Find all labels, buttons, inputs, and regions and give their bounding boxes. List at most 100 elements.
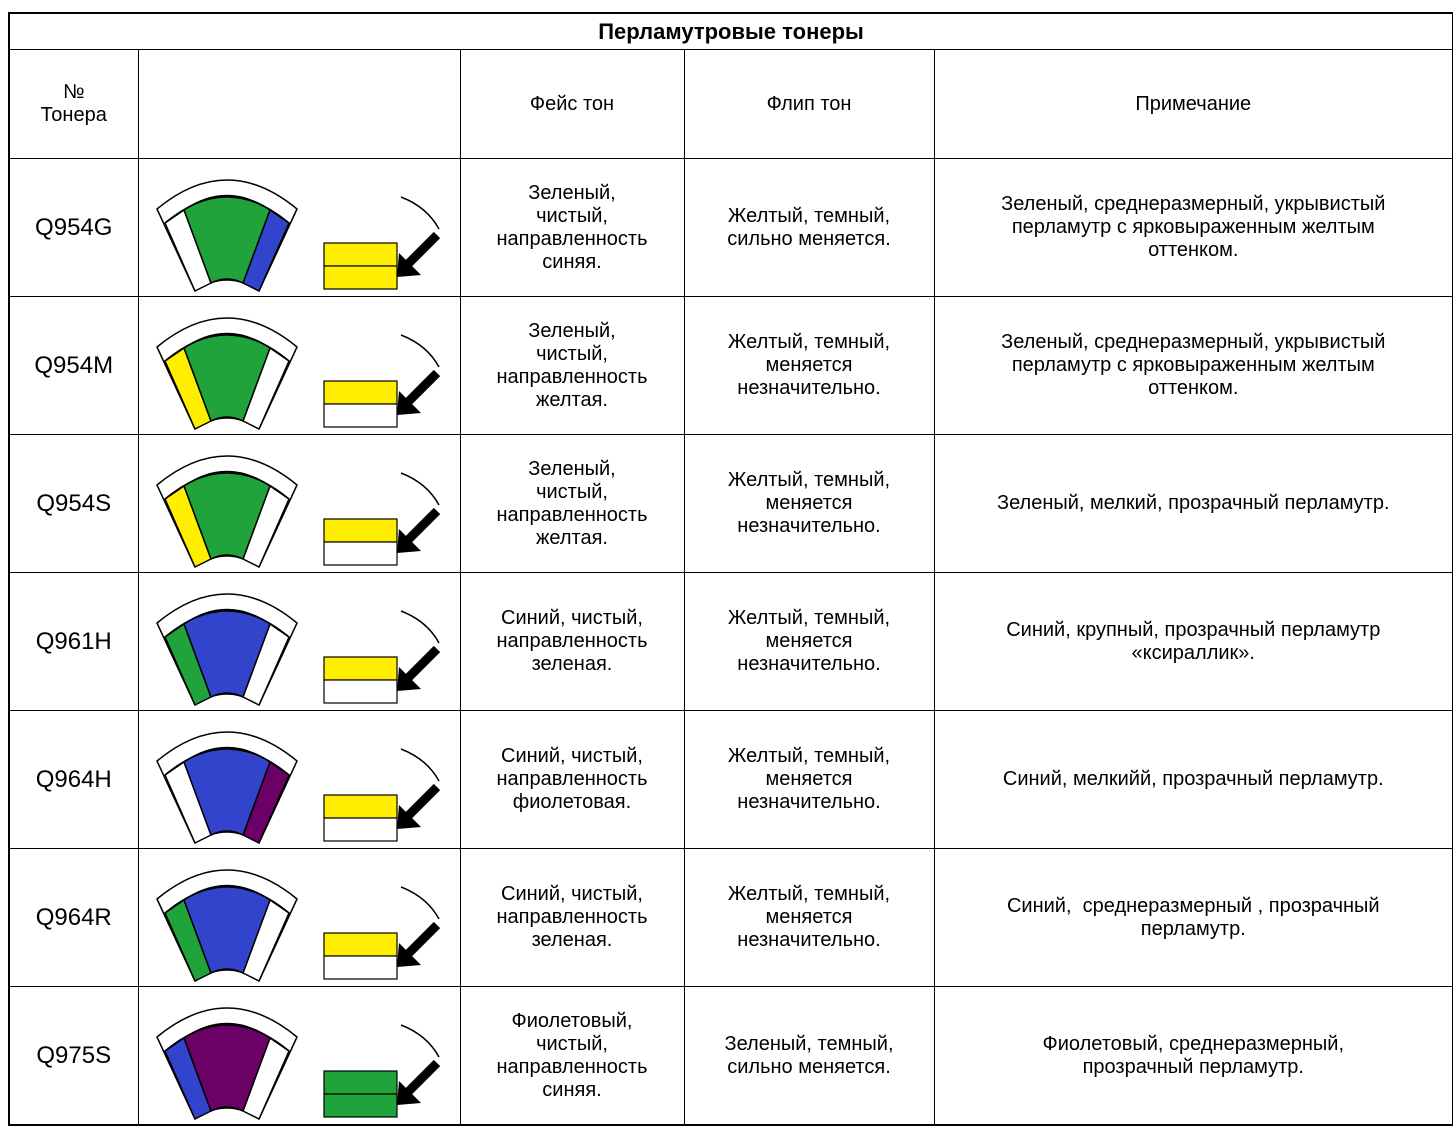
toner-row: Q964R Синий, чистый, направленность зеленая… <box>8 848 1453 987</box>
toner-diagram <box>155 869 440 982</box>
toner-number: Q964R <box>8 848 139 987</box>
text-line: направленность <box>496 227 648 250</box>
text-line: Желтый, темный, <box>727 883 891 905</box>
fan-band <box>164 196 289 224</box>
toner-diagram <box>155 455 440 568</box>
light-arc <box>400 610 440 644</box>
bar-bottom <box>322 403 398 428</box>
light-arc <box>400 196 440 230</box>
text-line: направленность <box>496 768 648 790</box>
bar-bottom <box>322 541 398 566</box>
light-arc <box>400 748 440 782</box>
toner-number: Q961H <box>8 572 139 711</box>
toner-diagram <box>155 317 440 430</box>
text-line: оттенком. <box>1148 377 1239 399</box>
text-line: синяя. <box>542 1078 602 1101</box>
light-arc <box>400 472 440 506</box>
face-tone: Зеленый, чистый, направленность желтая. <box>459 434 685 573</box>
face-tone: Зеленый, чистый, направленность синяя. <box>459 158 685 297</box>
fan-band <box>164 1024 289 1052</box>
header-face: Фейс тон <box>459 49 685 159</box>
arrow-shaft <box>403 645 440 683</box>
flip-tone: Зеленый, темный, сильно меняется. <box>683 986 935 1126</box>
text-line: перламутр. <box>1140 917 1246 940</box>
text-line: Синий, чистый, <box>501 745 643 767</box>
toner-icon <box>137 572 461 711</box>
text-line: синяя. <box>542 250 602 273</box>
toner-diagram <box>155 593 440 706</box>
text-line: меняется <box>765 492 853 514</box>
arrow-shaft <box>403 921 440 959</box>
header-flip: Флип тон <box>683 49 935 159</box>
text-line: перламутр с ярковыраженным желтым <box>1011 354 1375 376</box>
text-line: незначительно. <box>737 653 881 675</box>
toner-row: Q954S Зеленый, чистый, направленность желтая… <box>8 434 1453 573</box>
text-line: чистый, <box>536 1032 608 1055</box>
bar-top <box>322 794 398 819</box>
note: Зеленый, среднеразмерный, укрывистый перл… <box>933 296 1453 435</box>
text-line: Зеленый, <box>528 457 616 480</box>
arrow-shaft <box>403 507 440 545</box>
light-arc <box>400 334 440 368</box>
text-line: Желтый, темный, <box>727 745 891 767</box>
bar-top <box>322 518 398 543</box>
text-line: направленность <box>496 365 648 388</box>
text-line: чистый, <box>536 342 608 365</box>
text-line: № <box>63 81 85 103</box>
text-line: перламутр с ярковыраженным желтым <box>1011 216 1375 238</box>
text-line: фиолетовая. <box>512 791 632 813</box>
text-line: направленность <box>496 503 648 526</box>
text-line: «ксираллик». <box>1131 641 1255 664</box>
toner-number: Q975S <box>8 986 139 1126</box>
bar-top <box>322 1070 398 1095</box>
text-line: желтая. <box>536 526 608 549</box>
toner-row: Q964H Синий, чистый, направленность фиолето… <box>8 710 1453 849</box>
toner-table: Перламутровые тонеры № Тонера Фейс тон Фл… <box>8 12 1453 1126</box>
text-line: Синий, мелкийй, прозрачный перламутр. <box>1002 768 1384 790</box>
toner-diagram <box>155 1007 440 1120</box>
toner-row: Q975S Фиолетовый, чистый, направленность син… <box>8 986 1453 1126</box>
arrow-head <box>396 805 421 829</box>
arrow-head <box>396 667 421 691</box>
bar-bottom <box>322 1093 398 1118</box>
table-title: Перламутровые тонеры <box>8 12 1453 50</box>
fan-band <box>164 472 289 500</box>
arrow-head <box>396 529 421 553</box>
face-tone: Синий, чистый, направленность зеленая. <box>459 848 685 987</box>
note: Синий, мелкийй, прозрачный перламутр. <box>933 710 1453 849</box>
text-line: Зеленый, среднеразмерный, укрывистый <box>1001 331 1386 353</box>
toner-icon <box>137 296 461 435</box>
text-line: незначительно. <box>737 377 881 399</box>
text-line: Фиолетовый, <box>511 1009 633 1032</box>
text-line: меняется <box>765 630 853 652</box>
light-arc <box>400 886 440 920</box>
text-line: меняется <box>765 354 853 376</box>
flip-tone: Желтый, темный, меняется незначительно. <box>683 296 935 435</box>
text-line: Желтый, темный, <box>727 331 891 353</box>
text-line: зеленая. <box>531 653 613 675</box>
bar-top <box>322 932 398 957</box>
fan-band <box>164 610 289 638</box>
bar-bottom <box>322 265 398 290</box>
text-line: Фиолетовый, среднеразмерный, <box>1042 1032 1345 1055</box>
text-line: Зеленый, <box>528 319 616 342</box>
toner-diagram <box>155 179 440 292</box>
toner-row: Q954M Зеленый, чистый, направленность желтая… <box>8 296 1453 435</box>
note: Зеленый, среднеразмерный, укрывистый перл… <box>933 158 1453 297</box>
flip-tone: Желтый, темный, меняется незначительно. <box>683 848 935 987</box>
arrow-head <box>396 1081 421 1105</box>
toner-row: Q954G Зеленый, чистый, направленность синяя.… <box>8 158 1453 297</box>
arrow-head <box>396 391 421 415</box>
flip-tone: Желтый, темный, меняется незначительно. <box>683 572 935 711</box>
text-line: Зеленый, мелкий, прозрачный перламутр. <box>997 492 1390 514</box>
flip-tone: Желтый, темный, меняется незначительно. <box>683 710 935 849</box>
text-line: направленность <box>496 906 648 928</box>
header-note: Примечание <box>933 49 1453 159</box>
header-icon <box>137 49 461 159</box>
arrow-shaft <box>403 1059 440 1097</box>
toner-icon <box>137 158 461 297</box>
toner-row: Q961H Синий, чистый, направленность зеленая… <box>8 572 1453 711</box>
text-line: чистый, <box>536 480 608 503</box>
face-tone: Синий, чистый, направленность фиолетовая. <box>459 710 685 849</box>
